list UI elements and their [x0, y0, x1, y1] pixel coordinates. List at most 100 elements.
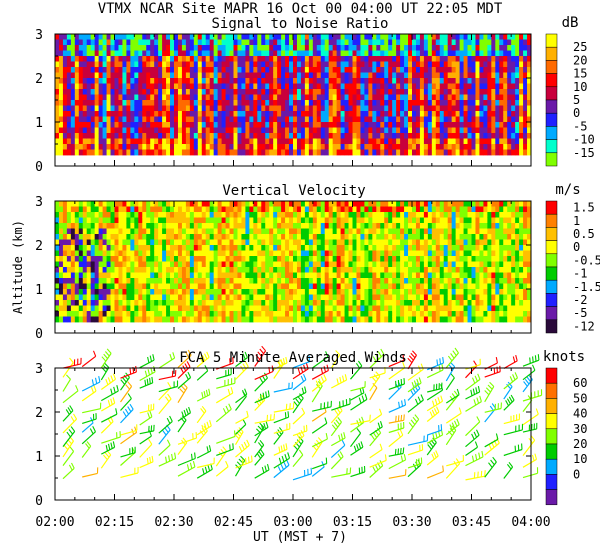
heatmap-cell: [78, 105, 84, 112]
heatmap-cell: [412, 228, 417, 235]
heatmap-cell: [102, 45, 107, 51]
heatmap-cell: [138, 144, 143, 150]
heatmap-cell: [344, 144, 349, 150]
heatmap-cell: [269, 212, 274, 218]
heatmap-cell: [344, 272, 349, 279]
heatmap-cell: [404, 234, 409, 240]
heatmap-cell: [130, 206, 135, 213]
heatmap-cell: [296, 294, 302, 301]
heatmap-cell: [435, 261, 441, 268]
heatmap-cell: [392, 239, 397, 246]
heatmap-cell: [217, 72, 222, 79]
heatmap-cell: [142, 234, 147, 240]
heatmap-cell: [261, 50, 266, 57]
heatmap-cell: [209, 122, 215, 128]
heatmap-cell: [185, 239, 191, 246]
heatmap-cell: [408, 283, 413, 290]
heatmap-cell: [98, 223, 103, 229]
heatmap-cell: [70, 116, 76, 123]
heatmap-cell: [289, 100, 294, 106]
heatmap-cell: [146, 116, 151, 123]
heatmap-cell: [245, 133, 250, 139]
heatmap-cell: [134, 67, 139, 73]
heatmap-cell: [372, 294, 377, 301]
heatmap-cell: [98, 61, 103, 68]
heatmap-cell: [269, 316, 274, 323]
heatmap-cell: [364, 111, 369, 117]
heatmap-cell: [209, 138, 215, 145]
snr-unit: dB: [562, 15, 579, 31]
heatmap-cell: [158, 316, 163, 323]
heatmap-cell: [435, 201, 441, 207]
heatmap-cell: [138, 223, 143, 229]
heatmap-cell: [380, 278, 385, 284]
heatmap-cell: [336, 294, 341, 301]
heatmap-cell: [400, 61, 405, 68]
heatmap-cell: [170, 149, 175, 156]
heatmap-cell: [261, 256, 266, 262]
heatmap-cell: [118, 272, 123, 279]
heatmap-cell: [443, 45, 449, 51]
heatmap-cell: [146, 212, 151, 218]
heatmap-cell: [142, 127, 147, 134]
heatmap-cell: [106, 267, 111, 273]
heatmap-cell: [185, 127, 191, 134]
heatmap-cell: [74, 39, 80, 46]
heatmap-cell: [296, 283, 302, 290]
heatmap-cell: [475, 56, 480, 62]
heatmap-cell: [241, 212, 246, 218]
heatmap-cell: [217, 149, 222, 156]
heatmap-cell: [197, 83, 203, 90]
heatmap-cell: [170, 133, 175, 139]
heatmap-cell: [380, 127, 385, 134]
heatmap-cell: [356, 34, 361, 40]
heatmap-cell: [185, 67, 191, 73]
heatmap-cell: [106, 289, 111, 295]
heatmap-cell: [439, 56, 445, 62]
heatmap-cell: [423, 89, 429, 95]
heatmap-cell: [340, 261, 345, 268]
heatmap-cell: [285, 278, 290, 284]
heatmap-cell: [233, 305, 238, 312]
heatmap-cell: [289, 267, 294, 273]
heatmap-cell: [134, 267, 139, 273]
heatmap-cell: [269, 201, 274, 207]
heatmap-cell: [269, 100, 274, 106]
heatmap-cell: [523, 78, 528, 84]
heatmap-cell: [154, 116, 159, 123]
heatmap-cell: [229, 89, 234, 95]
heatmap-cell: [364, 50, 369, 57]
heatmap-cell: [443, 100, 449, 106]
heatmap-cell: [487, 61, 492, 68]
heatmap-cell: [332, 89, 338, 95]
heatmap-cell: [245, 39, 250, 46]
heatmap-cell: [122, 278, 127, 284]
heatmap-cell: [55, 138, 60, 145]
heatmap-cell: [380, 144, 385, 150]
heatmap-cell: [495, 72, 500, 79]
heatmap-cell: [308, 261, 314, 268]
heatmap-cell: [261, 234, 266, 240]
heatmap-cell: [487, 138, 492, 145]
heatmap-cell: [257, 111, 262, 117]
heatmap-cell: [451, 234, 457, 240]
heatmap-cell: [86, 201, 92, 207]
heatmap-cell: [102, 50, 107, 57]
heatmap-cell: [142, 100, 147, 106]
heatmap-cell: [352, 61, 357, 68]
heatmap-cell: [118, 300, 123, 306]
heatmap-cell: [114, 111, 119, 117]
heatmap-cell: [269, 111, 274, 117]
heatmap-cell: [523, 116, 528, 123]
heatmap-cell: [316, 56, 322, 62]
heatmap-cell: [423, 206, 429, 213]
heatmap-cell: [134, 50, 139, 57]
heatmap-cell: [166, 61, 171, 68]
heatmap-cell: [253, 311, 258, 317]
heatmap-cell: [447, 316, 453, 323]
heatmap-cell: [475, 127, 480, 134]
heatmap-cell: [166, 212, 171, 218]
heatmap-cell: [431, 50, 437, 57]
heatmap-cell: [62, 316, 68, 323]
heatmap-cell: [296, 50, 302, 57]
